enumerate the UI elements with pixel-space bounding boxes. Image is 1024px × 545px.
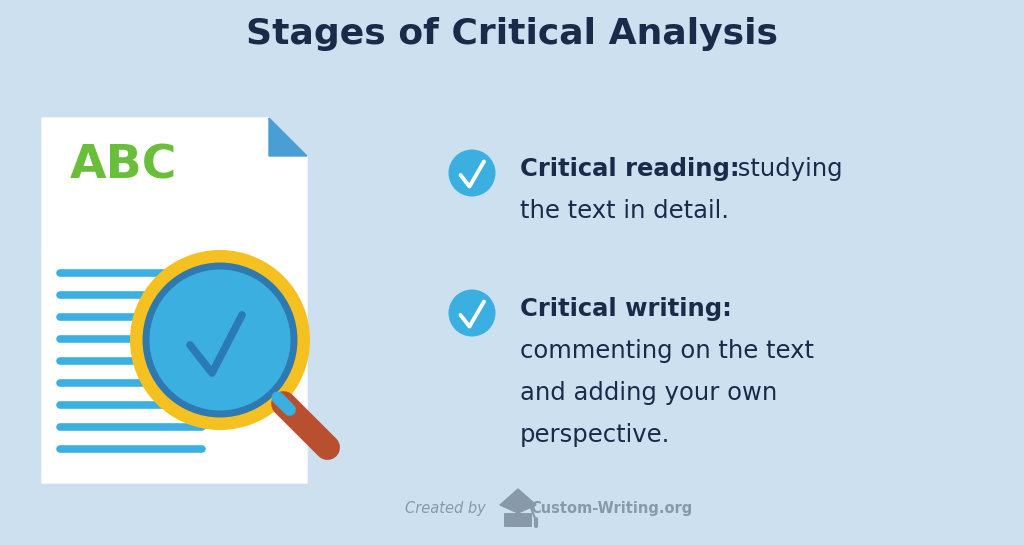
- Text: Created by: Created by: [406, 501, 485, 517]
- Polygon shape: [42, 118, 307, 483]
- Text: ABC: ABC: [70, 143, 177, 188]
- Text: Custom-Writing.org: Custom-Writing.org: [530, 501, 692, 517]
- Text: studying: studying: [730, 157, 843, 181]
- Circle shape: [449, 289, 496, 336]
- FancyBboxPatch shape: [504, 513, 532, 527]
- Text: Stages of Critical Analysis: Stages of Critical Analysis: [246, 17, 778, 51]
- Text: the text in detail.: the text in detail.: [520, 199, 729, 223]
- Text: commenting on the text: commenting on the text: [520, 339, 814, 363]
- Text: and adding your own: and adding your own: [520, 381, 777, 405]
- Polygon shape: [269, 118, 307, 156]
- Circle shape: [449, 149, 496, 197]
- Circle shape: [146, 266, 294, 414]
- Circle shape: [130, 250, 310, 430]
- Text: Critical reading:: Critical reading:: [520, 157, 739, 181]
- Text: Critical writing:: Critical writing:: [520, 297, 732, 321]
- Text: perspective.: perspective.: [520, 423, 671, 447]
- Polygon shape: [500, 489, 536, 513]
